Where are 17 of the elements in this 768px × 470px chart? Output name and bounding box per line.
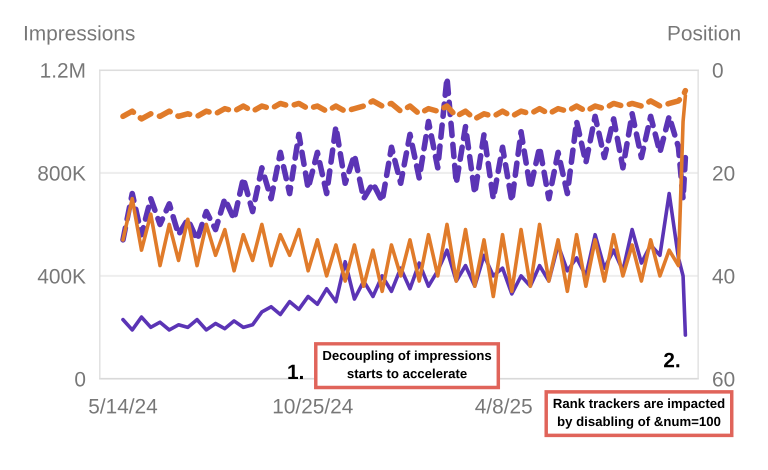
y-axis-title: Impressions xyxy=(24,25,135,45)
y-tick-label: 1.2M xyxy=(41,63,84,78)
annotation: Decoupling of impressions starts to accelerate xyxy=(323,350,492,378)
y2-tick-label: 0 xyxy=(712,63,723,78)
annotation: 2. xyxy=(664,352,680,368)
y-tick-label: 400K xyxy=(38,268,86,284)
y2-axis-title: Position xyxy=(668,25,740,41)
y-tick-label: 800K xyxy=(38,166,86,181)
text: Rank trackers are impacted by disabling of &num=100 xyxy=(554,398,724,429)
x-tick-label: 10/25/24 xyxy=(274,398,353,414)
y2-tick-label: 20 xyxy=(713,166,734,181)
y2-tick-label: 60 xyxy=(713,372,734,387)
x-tick-label: 5/14/24 xyxy=(89,398,158,414)
y-tick-label: 0 xyxy=(75,372,86,387)
x-tick-label: 4/8/25 xyxy=(475,398,532,414)
annotation: 1. xyxy=(288,364,303,380)
y2-tick-label: 40 xyxy=(712,268,734,284)
